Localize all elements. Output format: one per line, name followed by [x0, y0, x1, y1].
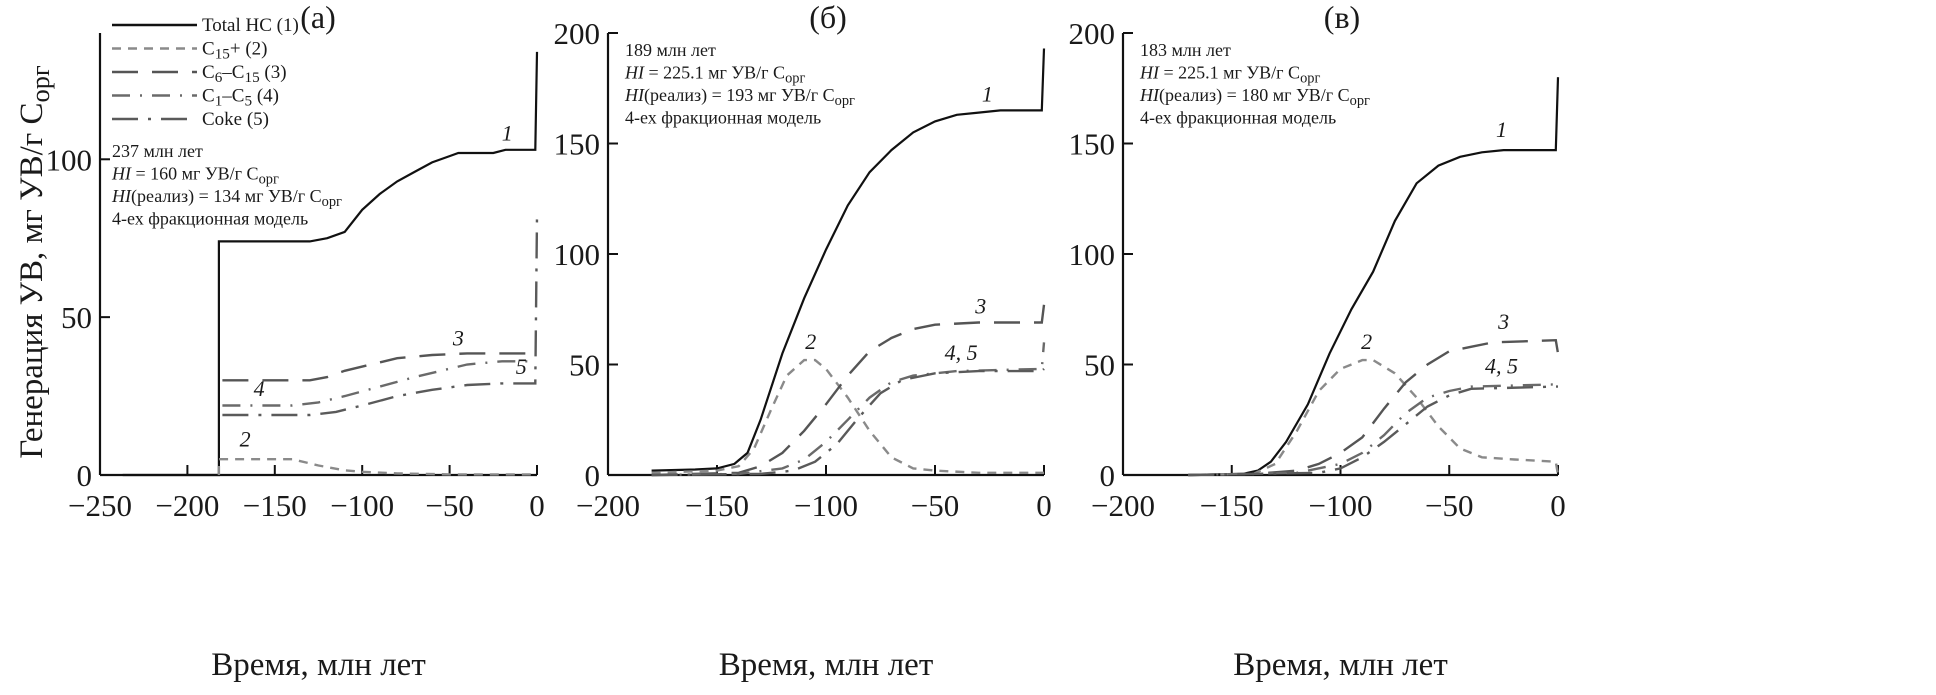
legend-label-coke: Coke (5): [202, 109, 269, 130]
legend-label-c15: C15+ (2): [202, 39, 268, 63]
x-tick-label: −50: [911, 488, 959, 523]
x-axis-label: Время, млн лет: [211, 647, 426, 683]
info-line: 4-ех фракционная модель: [112, 209, 308, 229]
curve-label: 2: [240, 427, 251, 452]
series-total: [651, 48, 1046, 472]
x-tick-label: −200: [155, 488, 219, 523]
series-total: [1188, 77, 1560, 477]
info-line: 189 млн лет: [625, 40, 716, 60]
series-c1: [1188, 383, 1558, 477]
y-tick-label: 150: [1069, 127, 1116, 162]
x-tick-label: −250: [68, 488, 132, 523]
y-tick-label: 50: [61, 300, 92, 335]
y-axis-label: Генерация УВ, мг УВ/г Сорг: [14, 65, 55, 459]
x-axis-label: Время, млн лет: [719, 647, 934, 683]
curve-label: 2: [1361, 329, 1372, 354]
curve-label: 3: [1497, 309, 1509, 334]
x-tick-label: −200: [576, 488, 640, 523]
series-coke: [1188, 385, 1558, 477]
curve-label: 2: [805, 329, 816, 354]
info-line: HI = 225.1 мг УВ/г Сорг: [1139, 63, 1320, 87]
series-c15: [1188, 358, 1560, 477]
info-line: 237 млн лет: [112, 141, 203, 161]
x-tick-label: −50: [1425, 488, 1473, 523]
y-tick-label: 50: [569, 348, 600, 383]
series-c1: [222, 360, 537, 407]
curve-label: 1: [502, 120, 513, 145]
series-c15: [217, 458, 537, 476]
panel-title: (в): [1324, 0, 1360, 35]
y-tick-label: 0: [1100, 458, 1116, 493]
info-line: 4-ех фракционная модель: [1140, 108, 1336, 128]
series-c6: [222, 352, 537, 382]
legend-label-total: Total HC (1): [202, 15, 299, 36]
y-tick-label: 150: [554, 127, 601, 162]
curve-label: 5: [516, 354, 527, 379]
curve-label: 3: [452, 326, 464, 351]
curve-label: 3: [974, 294, 986, 319]
legend-label-c1: C1–C5 (4): [202, 86, 279, 110]
legend: Total HC (1) C15+ (2)C6–C15 (3)C1–C5 (4)C…: [112, 15, 299, 130]
x-tick-label: −100: [1309, 488, 1373, 523]
series-c6: [651, 304, 1046, 477]
panel-title: (а): [300, 0, 336, 35]
x-axis-label: Время, млн лет: [1233, 647, 1448, 683]
info-line: HI(реализ) = 193 мг УВ/г Сорг: [624, 85, 855, 109]
info-line: HI = 160 мг УВ/г Сорг: [111, 164, 279, 188]
x-tick-label: 0: [529, 488, 545, 523]
x-tick-label: −200: [1091, 488, 1155, 523]
curve-label: 1: [1496, 117, 1507, 142]
info-line: HI(реализ) = 180 мг УВ/г Сорг: [1139, 85, 1370, 109]
x-tick-label: 0: [1550, 488, 1566, 523]
panel-1: 0 50 100 −250 −200 −150 −100 −50 0 (а) Время, млн …: [46, 0, 545, 683]
series-total: [122, 51, 539, 477]
x-tick-label: −100: [330, 488, 394, 523]
y-tick-label: 0: [77, 458, 93, 493]
y-tick-label: 100: [1069, 237, 1116, 272]
legend-label-c6: C6–C15 (3): [202, 62, 287, 86]
info-line: 4-ех фракционная модель: [625, 108, 821, 128]
x-tick-label: −150: [1200, 488, 1264, 523]
panel-2: 0 50 100 150 200 −200 −150 −100 −50 0 (б) Время, мл…: [554, 0, 1052, 683]
curve-label: 4, 5: [945, 340, 978, 365]
y-tick-label: 200: [1069, 16, 1116, 51]
series-coke: [222, 216, 539, 417]
info-line: HI = 225.1 мг УВ/г Сорг: [624, 63, 805, 87]
y-tick-label: 50: [1084, 348, 1115, 383]
x-tick-label: −50: [425, 488, 473, 523]
x-tick-label: −150: [685, 488, 749, 523]
curve-label: 4, 5: [1485, 353, 1518, 378]
y-tick-label: 0: [585, 458, 601, 493]
x-tick-label: 0: [1036, 488, 1052, 523]
series-coke: [651, 368, 1045, 477]
y-tick-label: 200: [554, 16, 601, 51]
info-line: 183 млн лет: [1140, 40, 1231, 60]
series-c15: [651, 358, 1044, 474]
x-tick-label: −100: [794, 488, 858, 523]
panel-3: 0 50 100 150 200 −200 −150 −100 −50 0 (в) Время, мл…: [1069, 0, 1566, 683]
info-line: HI(реализ) = 134 мг УВ/г Сорг: [111, 186, 342, 210]
y-tick-label: 100: [46, 142, 93, 177]
series-c1: [651, 342, 1046, 477]
x-tick-label: −150: [243, 488, 307, 523]
panel-title: (б): [809, 0, 847, 35]
y-tick-label: 100: [554, 237, 601, 272]
curve-label: 4: [254, 376, 265, 401]
curve-label: 1: [982, 82, 993, 107]
